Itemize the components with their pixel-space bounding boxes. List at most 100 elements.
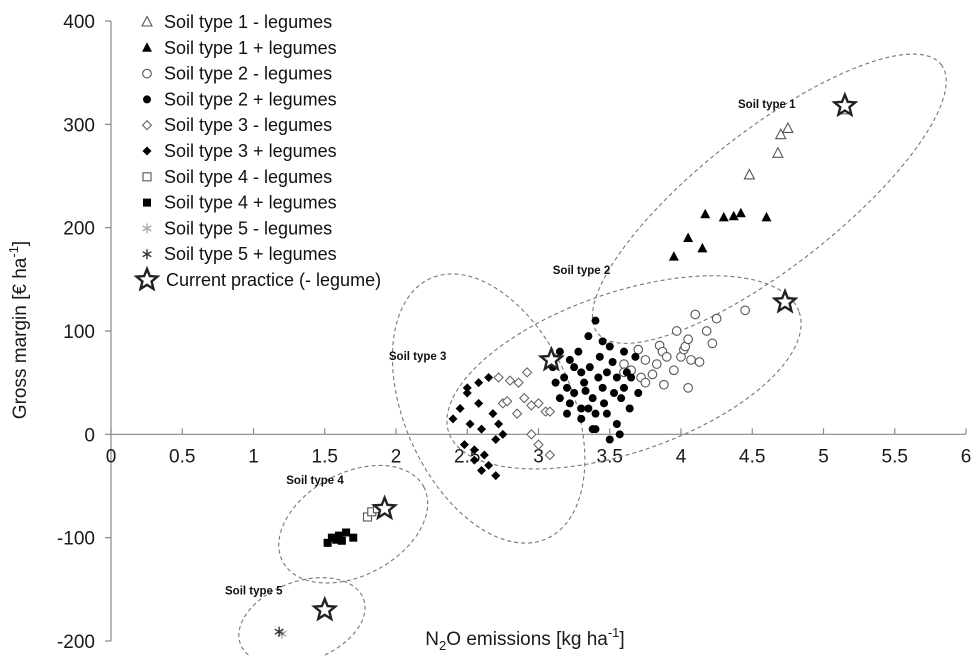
point-soil-type-2-legumes [694, 357, 705, 367]
x-axis-title: N2O emissions [kg ha-1] [425, 625, 624, 653]
point-current-practice-legume [311, 595, 339, 622]
point-soil-type-2-legumes [581, 386, 590, 395]
x-tick-label: 4.5 [739, 446, 765, 467]
y-axis-title: Gross margin [€ ha-1] [6, 241, 31, 419]
x-tick-label: 2 [391, 446, 402, 467]
point-soil-type-2-legumes [683, 334, 693, 345]
point-soil-type-3-legumes [521, 367, 533, 378]
point-soil-type-1-legumes [743, 168, 756, 180]
point-soil-type-2-legumes [584, 332, 593, 341]
legend-label-soil-type-5-legumes: Soil type 5 + legumes [164, 244, 337, 264]
point-soil-type-2-legumes [711, 313, 722, 324]
point-soil-type-2-legumes [602, 368, 611, 377]
point-current-practice-legume [371, 494, 399, 521]
legend-marker-soil-type-5-legumes [142, 223, 152, 234]
point-current-practice-legume [537, 345, 565, 372]
y-tick-label: 400 [63, 12, 95, 33]
point-soil-type-3-legumes [469, 455, 479, 465]
point-soil-type-2-legumes [565, 399, 574, 408]
point-soil-type-3-legumes [544, 449, 556, 461]
x-tick-label: 5.5 [882, 446, 908, 467]
point-soil-type-1-legumes [683, 232, 694, 242]
x-tick-label: 3 [533, 446, 544, 467]
point-soil-type-2-legumes [647, 369, 658, 380]
legend-marker-soil-type-2-legumes [142, 68, 152, 79]
point-soil-type-2-legumes [577, 414, 586, 423]
point-soil-type-4-legumes [337, 536, 346, 545]
point-soil-type-4-legumes [335, 531, 343, 540]
point-soil-type-2-legumes [563, 383, 571, 392]
legend-label-current-practice-legume: Current practice (- legume) [166, 270, 381, 290]
point-soil-type-1-legumes [728, 210, 739, 221]
y-tick-label: -100 [57, 529, 95, 550]
point-soil-type-4-legumes [332, 535, 341, 544]
y-tick-label: 100 [63, 322, 95, 343]
legend-label-soil-type-1-legumes: Soil type 1 - legumes [164, 12, 332, 32]
point-soil-type-3-legumes [462, 383, 472, 393]
point-soil-type-3-legumes [477, 466, 486, 475]
x-tick-label: 0 [106, 446, 117, 467]
legend-marker-soil-type-5-legumes [142, 249, 152, 260]
point-soil-type-2-legumes [671, 326, 682, 336]
point-soil-type-2-legumes [651, 359, 662, 369]
point-soil-type-4-legumes [349, 533, 358, 542]
cluster-label-soil-type-2: Soil type 2 [553, 265, 611, 277]
point-soil-type-4-legumes [342, 528, 351, 537]
point-soil-type-2-legumes [634, 389, 643, 397]
point-soil-type-2-legumes [615, 430, 624, 439]
point-soil-type-3-legumes [526, 429, 537, 440]
point-soil-type-4-legumes [327, 533, 336, 542]
point-soil-type-3-legumes [459, 440, 469, 450]
point-soil-type-4-legumes [323, 538, 332, 547]
point-soil-type-2-legumes [560, 373, 569, 382]
point-soil-type-3-legumes [465, 419, 475, 429]
point-soil-type-2-legumes [588, 394, 597, 403]
point-soil-type-2-legumes [591, 409, 600, 418]
legend-label-soil-type-4-legumes: Soil type 4 + legumes [164, 193, 337, 213]
point-soil-type-1-legumes [771, 146, 784, 158]
legend-marker-soil-type-3-legumes [142, 146, 152, 156]
legend-marker-soil-type-2-legumes [143, 95, 151, 104]
point-soil-type-2-legumes [686, 355, 696, 365]
point-soil-type-3-legumes [518, 392, 530, 404]
point-soil-type-3-legumes [504, 375, 516, 386]
y-tick-label: 300 [63, 115, 95, 136]
point-soil-type-2-legumes [555, 394, 564, 403]
point-soil-type-3-legumes [462, 388, 472, 398]
point-soil-type-2-legumes [591, 316, 600, 325]
point-soil-type-2-legumes [659, 379, 669, 390]
point-soil-type-1-legumes [761, 211, 772, 222]
point-soil-type-2-legumes [640, 355, 651, 365]
y-tick-label: 200 [63, 219, 95, 240]
x-tick-label: 4 [676, 446, 687, 467]
x-tick-label: 1.5 [312, 446, 338, 467]
legend-label-soil-type-3-legumes: Soil type 3 - legumes [164, 115, 332, 135]
point-soil-type-2-legumes [608, 358, 617, 366]
point-soil-type-3-legumes [491, 435, 501, 444]
point-soil-type-3-legumes [474, 378, 484, 388]
y-tick-labels: -200 -100 0 100 200 300 400 [57, 12, 111, 653]
legend-marker-soil-type-4-legumes [143, 198, 151, 207]
point-soil-type-3-legumes [498, 429, 508, 439]
point-soil-type-1-legumes [668, 251, 679, 261]
y-tick-label: -200 [57, 632, 95, 653]
point-soil-type-5-legumes [274, 626, 284, 637]
legend-marker-soil-type-1-legumes [141, 15, 153, 27]
point-soil-type-3-legumes [448, 414, 458, 424]
point-soil-type-1-legumes [781, 121, 794, 134]
point-soil-type-2-legumes [594, 373, 603, 382]
point-soil-type-2-legumes [570, 389, 579, 397]
point-soil-type-3-legumes [513, 377, 524, 388]
cluster-ellipse-soil-type-4 [278, 464, 429, 584]
point-soil-type-2-legumes [577, 368, 586, 377]
data-points [274, 91, 859, 639]
cluster-labels: Soil type 1 Soil type 2 Soil type 3 Soil ty… [225, 99, 796, 598]
point-soil-type-3-legumes [484, 460, 494, 470]
x-tick-label: 5 [818, 446, 829, 467]
legend-label-soil-type-4-legumes: Soil type 4 - legumes [164, 167, 332, 187]
point-soil-type-3-legumes [533, 398, 544, 409]
point-soil-type-2-legumes [555, 347, 564, 356]
y-tick-label: 0 [84, 425, 95, 446]
legend-marker-soil-type-1-legumes [142, 42, 152, 52]
point-soil-type-2-legumes [574, 347, 583, 356]
